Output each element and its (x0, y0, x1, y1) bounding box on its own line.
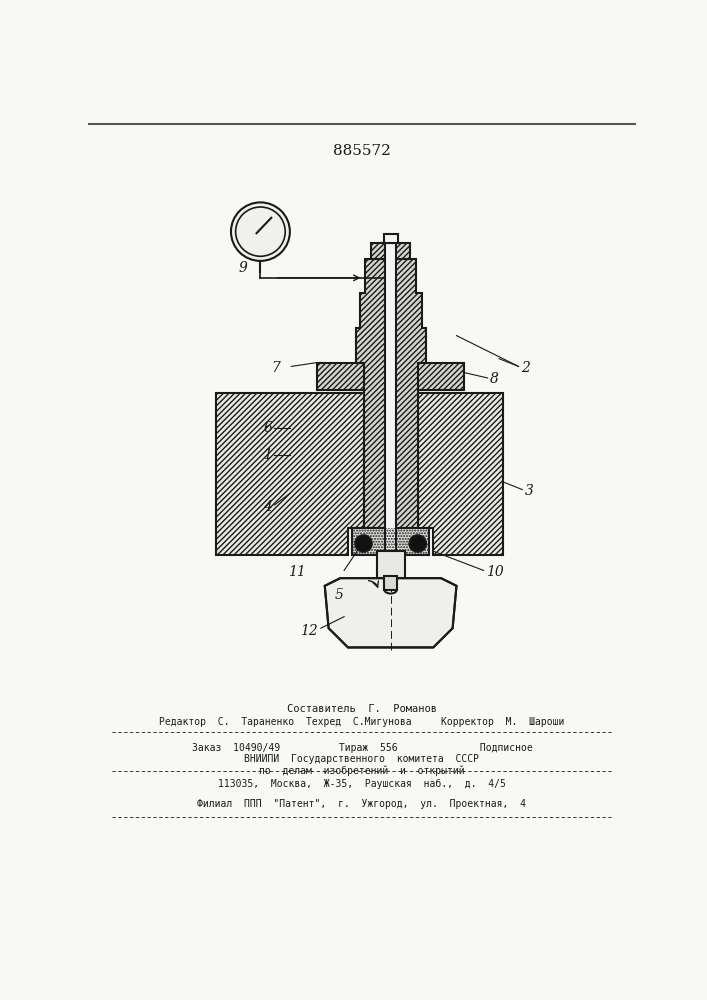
Text: 11: 11 (288, 565, 305, 579)
Text: 5: 5 (335, 588, 344, 602)
Circle shape (409, 535, 426, 552)
Text: Составитель  Г.  Романов: Составитель Г. Романов (287, 704, 437, 714)
Bar (385, 576, 397, 590)
Bar (352, 528, 429, 555)
Polygon shape (418, 363, 464, 389)
Bar (385, 243, 396, 563)
Text: 113035,  Москва,  Ж-35,  Раушская  наб.,  д.  4/5: 113035, Москва, Ж-35, Раушская наб., д. … (218, 779, 506, 789)
Text: 10: 10 (486, 565, 503, 579)
Bar (388, 551, 393, 590)
Text: 2: 2 (521, 361, 530, 375)
Text: 6: 6 (263, 421, 272, 435)
Text: 9: 9 (239, 261, 248, 275)
Text: по  делам  изобретений  и  открытий: по делам изобретений и открытий (259, 765, 464, 776)
Polygon shape (418, 393, 503, 555)
Text: 1: 1 (263, 448, 272, 462)
Polygon shape (352, 259, 387, 528)
Text: 3: 3 (525, 484, 534, 498)
Text: 8: 8 (490, 372, 498, 386)
Circle shape (231, 202, 290, 261)
Bar (371, 243, 410, 259)
Text: 885572: 885572 (333, 144, 391, 158)
Polygon shape (216, 393, 363, 555)
Text: 4: 4 (263, 500, 272, 514)
Polygon shape (325, 578, 457, 647)
Bar (371, 243, 410, 259)
Bar (377, 551, 404, 578)
Bar (352, 528, 429, 555)
Polygon shape (317, 363, 363, 389)
Text: 7: 7 (271, 361, 281, 375)
Text: ВНИИПИ  Государственного  комитета  СССР: ВНИИПИ Государственного комитета СССР (245, 754, 479, 764)
Text: 12: 12 (300, 624, 317, 638)
Bar (384, 234, 397, 243)
Text: Филиал  ППП  "Патент",  г.  Ужгород,  ул.  Проектная,  4: Филиал ППП "Патент", г. Ужгород, ул. Про… (197, 799, 527, 809)
Text: Заказ  10490/49          Тираж  556              Подписное: Заказ 10490/49 Тираж 556 Подписное (192, 743, 532, 753)
Circle shape (355, 535, 372, 552)
Polygon shape (395, 259, 429, 528)
Text: Редактор  С.  Тараненко  Техред  С.Мигунова     Корректор  М.  Шароши: Редактор С. Тараненко Техред С.Мигунова … (159, 717, 565, 727)
